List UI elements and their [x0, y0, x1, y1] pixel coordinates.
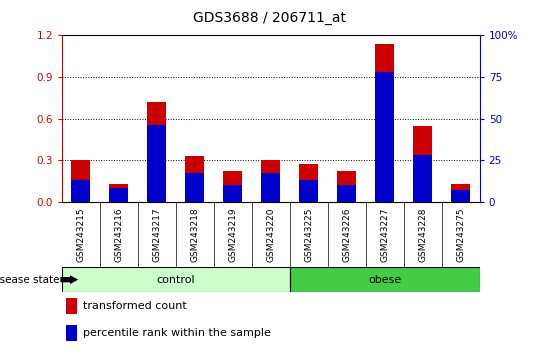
Text: control: control — [157, 275, 195, 285]
Bar — [299, 164, 319, 202]
Text: GSM243275: GSM243275 — [456, 207, 465, 262]
Bar — [451, 184, 470, 202]
Text: GSM243218: GSM243218 — [190, 207, 199, 262]
Text: GSM243217: GSM243217 — [153, 207, 161, 262]
Bar — [185, 156, 204, 202]
Text: GSM243220: GSM243220 — [266, 207, 275, 262]
Text: GSM243215: GSM243215 — [77, 207, 86, 262]
Bar — [413, 155, 432, 202]
Text: percentile rank within the sample: percentile rank within the sample — [83, 328, 271, 338]
Text: GDS3688 / 206711_at: GDS3688 / 206711_at — [193, 11, 346, 25]
Text: GSM243228: GSM243228 — [418, 207, 427, 262]
Text: GSM243225: GSM243225 — [305, 207, 313, 262]
Bar — [223, 171, 243, 202]
Text: GSM243219: GSM243219 — [229, 207, 237, 262]
FancyBboxPatch shape — [62, 267, 290, 292]
Text: GSM243227: GSM243227 — [381, 207, 389, 262]
Bar — [148, 102, 167, 202]
Text: transformed count: transformed count — [83, 301, 186, 311]
Text: GSM243216: GSM243216 — [114, 207, 123, 262]
Bar — [109, 188, 128, 202]
Bar — [413, 126, 432, 202]
Bar — [261, 173, 280, 202]
Bar — [451, 190, 470, 202]
Bar — [375, 44, 394, 202]
Text: disease state: disease state — [0, 275, 59, 285]
Text: obese: obese — [368, 275, 402, 285]
Bar — [337, 185, 356, 202]
FancyBboxPatch shape — [290, 267, 480, 292]
Bar — [261, 160, 280, 202]
Bar — [375, 72, 394, 202]
Bar — [109, 184, 128, 202]
Bar — [185, 173, 204, 202]
Bar — [72, 180, 91, 202]
Bar — [148, 125, 167, 202]
Bar — [66, 298, 77, 314]
Bar — [66, 325, 77, 341]
Bar — [299, 180, 319, 202]
Bar — [337, 171, 356, 202]
Bar — [223, 185, 243, 202]
Text: GSM243226: GSM243226 — [342, 207, 351, 262]
Bar — [72, 160, 91, 202]
